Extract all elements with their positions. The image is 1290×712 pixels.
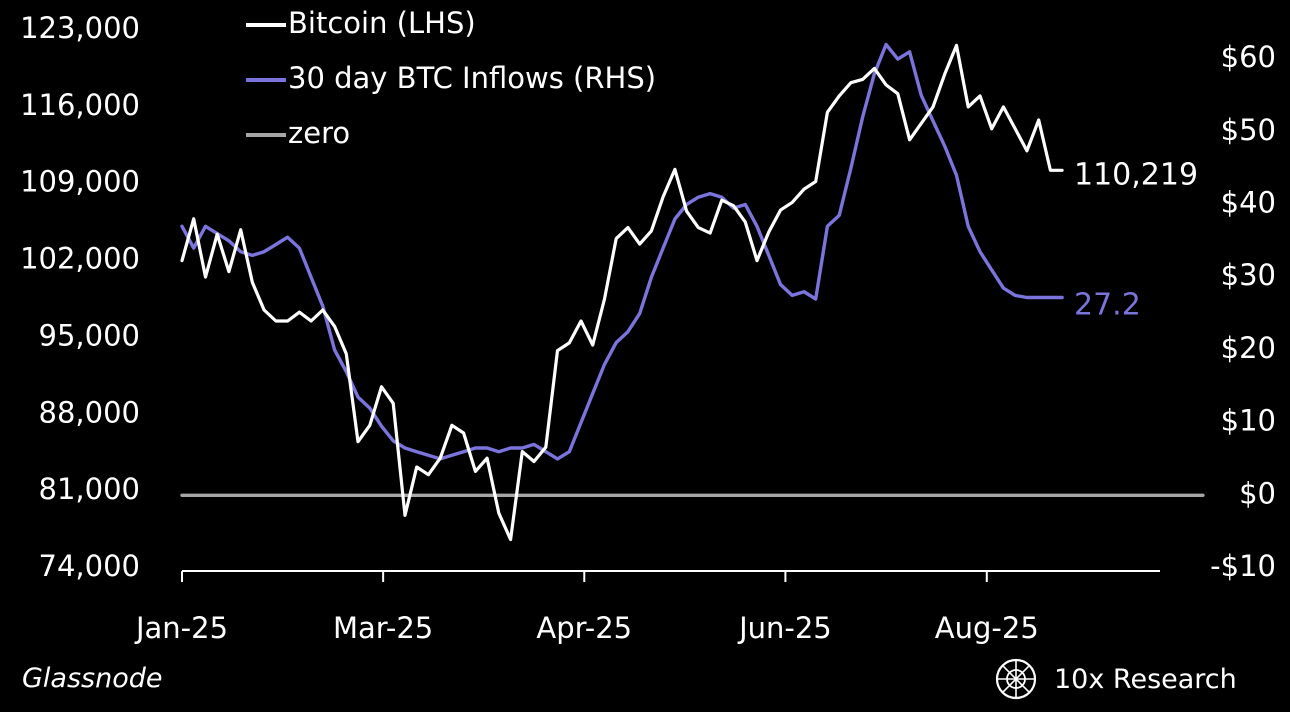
- y-left-tick-label: 109,000: [20, 165, 140, 199]
- btc-inflows-line: [180, 42, 1064, 461]
- y-left-tick-label: 95,000: [39, 318, 140, 352]
- brand-label: 10x Research: [1054, 664, 1237, 695]
- y-left-tick-label: 102,000: [20, 242, 140, 276]
- y-left-tick-label: 116,000: [20, 88, 140, 122]
- legend-bitcoin-label: Bitcoin (LHS): [288, 6, 476, 40]
- source-label: Glassnode: [22, 663, 162, 694]
- legend-inflows-label: 30 day BTC Inflows (RHS): [288, 61, 656, 95]
- x-tick-label: Aug-25: [935, 611, 1039, 645]
- y-right-tick-label: $20: [1221, 331, 1276, 365]
- y-right-tick-label: $40: [1221, 185, 1276, 219]
- x-tick-label: Jan-25: [134, 611, 228, 645]
- y-left-tick-label: 81,000: [39, 472, 140, 506]
- axes: Jan-25 Mar-25 Apr-25 Jun-25 Aug-25 123,000 116…: [20, 11, 1276, 645]
- x-tick-label: Jun-25: [737, 611, 832, 645]
- legend: Bitcoin (LHS) 30 day BTC Inflows (RHS) zer…: [246, 6, 656, 150]
- y-left-tick-label: 88,000: [39, 395, 140, 429]
- bitcoin-line: [180, 43, 1064, 542]
- y-left-tick-label: 123,000: [20, 11, 140, 45]
- y-right-tick-label: $10: [1221, 404, 1276, 438]
- bitcoin-end-label: 110,219: [1074, 158, 1198, 193]
- y-left-tick-label: 74,000: [39, 549, 140, 583]
- y-right-tick-label: $50: [1221, 113, 1276, 147]
- legend-zero-label: zero: [288, 116, 350, 150]
- x-tick-label: Apr-25: [536, 611, 632, 645]
- y-right-tick-label: $30: [1221, 258, 1276, 292]
- y-right-tick-label: $60: [1221, 40, 1276, 74]
- brand-logo-icon: [995, 658, 1037, 700]
- series-layer: [180, 42, 1205, 542]
- end-labels: 110,219 27.2: [1074, 158, 1198, 323]
- y-right-tick-label: $0: [1239, 476, 1276, 510]
- x-tick-label: Mar-25: [333, 611, 433, 645]
- inflows-end-label: 27.2: [1074, 288, 1141, 323]
- y-right-tick-label: -$10: [1210, 549, 1276, 583]
